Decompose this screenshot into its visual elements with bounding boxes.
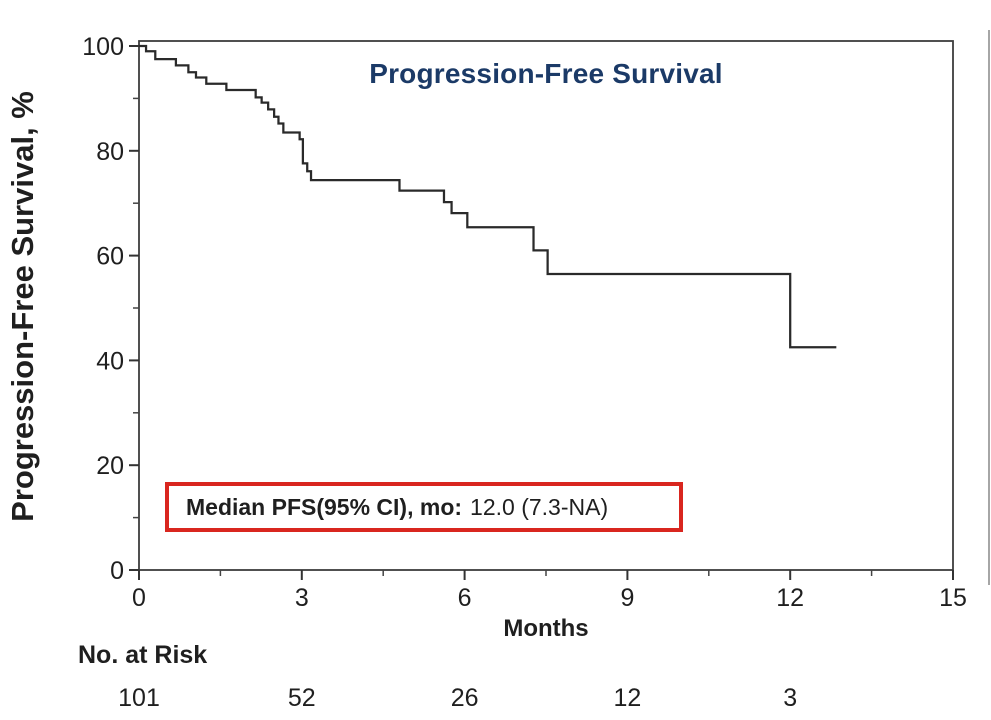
y-tick-label: 100	[82, 33, 124, 61]
axis-ticks	[129, 45, 954, 580]
y-tick-label: 0	[110, 557, 124, 585]
x-tick-label: 15	[939, 584, 967, 612]
median-pfs-annotation-box: Median PFS(95% CI), mo: 12.0 (7.3-NA)	[165, 482, 683, 532]
x-tick-label: 0	[132, 584, 146, 612]
at-risk-table-label: No. at Risk	[78, 641, 208, 669]
x-tick-label: 9	[620, 584, 634, 612]
median-pfs-annotation-value: 12.0 (7.3-NA)	[470, 493, 609, 520]
y-tick-label: 40	[96, 347, 124, 375]
x-tick-label: 6	[458, 584, 472, 612]
y-tick-label: 20	[96, 452, 124, 480]
x-tick-label: 12	[776, 584, 804, 612]
y-axis-label: Progression-Free Survival, %	[5, 91, 40, 522]
median-pfs-annotation-label: Median PFS(95% CI), mo:	[186, 493, 463, 520]
chart-title: Progression-Free Survival	[369, 58, 723, 89]
y-tick-label: 80	[96, 138, 124, 166]
y-tick-label: 60	[96, 243, 124, 271]
survival-curve	[139, 44, 837, 349]
x-axis-label: Months	[503, 615, 589, 642]
x-tick-label: 3	[295, 584, 309, 612]
axis-tick-labels: 0 3 6 9 12 15 0 20 40 60 80 100	[82, 33, 967, 612]
